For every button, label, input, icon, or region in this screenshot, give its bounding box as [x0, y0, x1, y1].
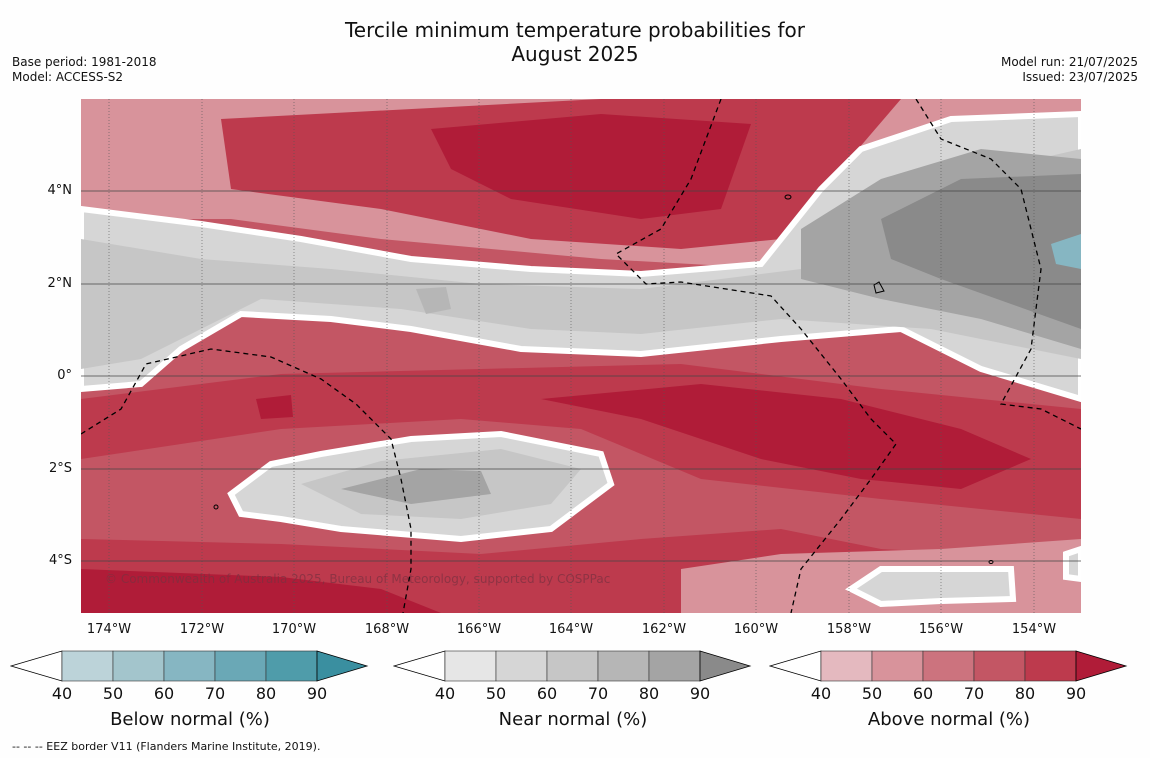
colorbar-tick: 60 — [912, 684, 934, 703]
colorbar-tick: 90 — [306, 684, 328, 703]
colorbar-tick: 40 — [810, 684, 832, 703]
colorbar-extend-high — [699, 650, 752, 682]
near-normal-band-north — [81, 110, 1081, 403]
model-run: Model run: 21/07/2025 — [1000, 55, 1138, 69]
map-title: Tercile minimum temperature probabilitie… — [0, 18, 1150, 66]
lon-label: 170°W — [271, 622, 317, 637]
lon-label: 162°W — [641, 622, 687, 637]
colorbar-tick: 90 — [689, 684, 711, 703]
colorbar-tick: 50 — [861, 684, 883, 703]
lon-label: 160°W — [733, 622, 779, 637]
lat-label: 4°N — [47, 183, 73, 198]
colorbar-cell — [871, 650, 924, 682]
colorbar-cell — [922, 650, 975, 682]
lat-label: 4°S — [48, 553, 72, 568]
lon-label: 172°W — [179, 622, 225, 637]
colorbar-below-title: Below normal (%) — [110, 709, 270, 730]
colorbar-tick: 90 — [1065, 684, 1087, 703]
near-normal-patch-edge — [1063, 545, 1081, 583]
title-line-1: Tercile minimum temperature probabilitie… — [344, 18, 806, 42]
probability-map: © Commonwealth of Australia 2025, Bureau… — [81, 99, 1081, 613]
colorbar-tick: 60 — [153, 684, 175, 703]
colorbar-tick: 40 — [434, 684, 456, 703]
colorbar-above-title: Above normal (%) — [867, 709, 1031, 730]
north-band-core — [431, 114, 751, 219]
near-normal-dark-south — [341, 469, 491, 504]
colorbar-tick: 40 — [51, 684, 73, 703]
colorbar-tick: 60 — [536, 684, 558, 703]
colorbar-tick: 70 — [204, 684, 226, 703]
below-normal-patch — [1051, 234, 1081, 269]
lat-label: 2°N — [47, 276, 73, 291]
colorbar-extend-low — [10, 650, 63, 682]
lon-label: 168°W — [364, 622, 410, 637]
colorbar-cell — [597, 650, 650, 682]
colorbar-cell — [112, 650, 165, 682]
colorbar-cell — [820, 650, 873, 682]
colorbar-extend-high — [316, 650, 369, 682]
lon-label: 154°W — [1011, 622, 1057, 637]
colorbar-tick: 50 — [485, 684, 507, 703]
colorbar-extend-low — [393, 650, 446, 682]
south-band-core — [81, 569, 441, 613]
title-line-2: August 2025 — [511, 42, 639, 66]
colorbar-extend-high — [1075, 650, 1128, 682]
colorbar-tick: 80 — [255, 684, 277, 703]
islands — [213, 194, 994, 564]
lat-label: 2°S — [48, 461, 72, 476]
equatorial-spot-west — [256, 395, 293, 419]
issued-date: Issued: 23/07/2025 — [1022, 70, 1138, 84]
colorbar-cell — [1024, 650, 1077, 682]
colorbar-cell — [61, 650, 114, 682]
lat-label: 0° — [57, 368, 72, 383]
colorbar-below-graphic — [10, 650, 369, 682]
colorbar-cell — [546, 650, 599, 682]
colorbar-tick: 80 — [638, 684, 660, 703]
base-period: Base period: 1981-2018 — [12, 55, 157, 69]
colorbar-cell — [495, 650, 548, 682]
lon-label: 156°W — [918, 622, 964, 637]
near-normal-island-west — [416, 287, 451, 314]
colorbar-cell — [214, 650, 267, 682]
near-normal-east-core — [881, 174, 1081, 329]
colorbar-tick: 80 — [1014, 684, 1036, 703]
colorbar-extend-low — [769, 650, 822, 682]
colorbar-cell — [648, 650, 701, 682]
colorbar-near-graphic — [393, 650, 752, 682]
colorbar-above-graphic — [769, 650, 1128, 682]
colorbar-cell — [973, 650, 1026, 682]
colorbar-tick: 70 — [963, 684, 985, 703]
lon-label: 166°W — [456, 622, 502, 637]
model-name: Model: ACCESS-S2 — [12, 70, 124, 84]
lon-label: 164°W — [548, 622, 594, 637]
colorbar-near-title: Near normal (%) — [498, 709, 648, 730]
colorbar-cell — [444, 650, 497, 682]
colorbar-cell — [163, 650, 216, 682]
meta-right: Model run: 21/07/2025 Issued: 23/07/2025 — [1001, 55, 1138, 85]
near-normal-core-north — [81, 149, 1081, 369]
near-normal-patch-southeast — [845, 566, 1017, 608]
meta-left: Base period: 1981-2018 Model: ACCESS-S2 — [12, 55, 157, 85]
copyright-text: © Commonwealth of Australia 2025, Bureau… — [105, 572, 610, 586]
lon-label: 174°W — [86, 622, 132, 637]
latitude-lines — [81, 190, 1081, 562]
colorbar-tick: 70 — [587, 684, 609, 703]
colorbar-cell — [265, 650, 318, 682]
equatorial-core — [541, 384, 1031, 489]
lon-label: 158°W — [826, 622, 872, 637]
colorbar-tick: 50 — [102, 684, 124, 703]
eez-borders — [81, 99, 1081, 613]
eez-legend: -- -- -- EEZ border V11 (Flanders Marine… — [12, 740, 321, 753]
